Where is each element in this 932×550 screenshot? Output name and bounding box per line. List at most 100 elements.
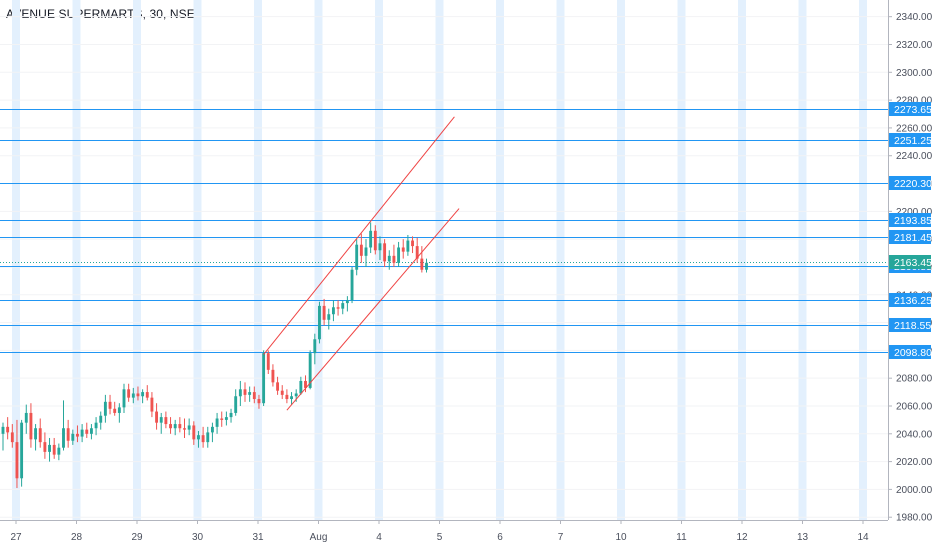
- candle-body[interactable]: [345, 300, 349, 304]
- candle-body[interactable]: [234, 396, 238, 413]
- candle-body[interactable]: [336, 307, 340, 309]
- candle-body[interactable]: [15, 442, 19, 479]
- candle-body[interactable]: [285, 394, 289, 400]
- candle-body[interactable]: [313, 339, 317, 354]
- candle-body[interactable]: [401, 247, 405, 252]
- candle-body[interactable]: [322, 305, 326, 320]
- candle-body[interactable]: [224, 417, 228, 420]
- candle-body[interactable]: [271, 369, 275, 383]
- candle-body[interactable]: [220, 418, 224, 420]
- candle-body[interactable]: [108, 401, 112, 409]
- level-badge[interactable]: [889, 345, 931, 359]
- candle-body[interactable]: [276, 382, 280, 391]
- trend-channel-lower-line[interactable]: [286, 208, 460, 411]
- candle-body[interactable]: [6, 426, 10, 433]
- level-badge[interactable]: [889, 176, 931, 190]
- candle-body[interactable]: [304, 380, 307, 388]
- candle-body[interactable]: [57, 447, 61, 455]
- candle-body[interactable]: [369, 230, 373, 248]
- candle-body[interactable]: [387, 255, 391, 262]
- candle-body[interactable]: [136, 393, 140, 397]
- candle-body[interactable]: [29, 412, 33, 440]
- candle-body[interactable]: [10, 432, 14, 443]
- candle-body[interactable]: [411, 240, 414, 247]
- candle-body[interactable]: [266, 353, 270, 370]
- candle-body[interactable]: [364, 247, 368, 256]
- candle-body[interactable]: [43, 442, 47, 452]
- candle-body[interactable]: [350, 269, 354, 301]
- candle-body[interactable]: [197, 435, 200, 440]
- candle-body[interactable]: [262, 353, 266, 404]
- level-badge[interactable]: [889, 293, 931, 307]
- candle-body[interactable]: [34, 428, 38, 440]
- candle-body[interactable]: [127, 389, 131, 398]
- candle-body[interactable]: [122, 389, 126, 408]
- candle-body[interactable]: [62, 428, 65, 448]
- candle-body[interactable]: [187, 425, 191, 430]
- candle-body[interactable]: [169, 424, 172, 429]
- candle-body[interactable]: [415, 246, 419, 259]
- candle-body[interactable]: [425, 262, 428, 270]
- candle-body[interactable]: [117, 407, 121, 413]
- candle-body[interactable]: [290, 396, 293, 400]
- candle-body[interactable]: [48, 444, 51, 452]
- candle-body[interactable]: [373, 230, 377, 251]
- candle-body[interactable]: [238, 389, 242, 397]
- candle-body[interactable]: [392, 255, 396, 263]
- candle-body[interactable]: [229, 412, 233, 418]
- candle-body[interactable]: [173, 424, 177, 429]
- candle-body[interactable]: [178, 424, 182, 429]
- level-badge[interactable]: [889, 318, 931, 332]
- candle-body[interactable]: [341, 303, 345, 309]
- candle-body[interactable]: [318, 305, 321, 340]
- candle-body[interactable]: [20, 422, 24, 479]
- candle-body[interactable]: [80, 429, 84, 437]
- candle-body[interactable]: [397, 247, 401, 263]
- candle-body[interactable]: [215, 418, 219, 427]
- candle-body[interactable]: [383, 243, 387, 262]
- candle-body[interactable]: [183, 428, 186, 430]
- candle-body[interactable]: [406, 240, 410, 252]
- candle-body[interactable]: [280, 390, 284, 395]
- candle-body[interactable]: [71, 433, 75, 441]
- candle-body[interactable]: [155, 411, 159, 423]
- candle-body[interactable]: [150, 397, 154, 412]
- candle-body[interactable]: [359, 244, 363, 256]
- candle-body[interactable]: [248, 392, 252, 395]
- candle-body[interactable]: [210, 426, 214, 433]
- candle-body[interactable]: [192, 425, 196, 440]
- candle-body[interactable]: [378, 243, 382, 251]
- candle-body[interactable]: [243, 389, 247, 395]
- candle-body[interactable]: [420, 258, 424, 270]
- candle-body[interactable]: [1, 426, 5, 434]
- candle-body[interactable]: [257, 399, 261, 404]
- trend-channel-upper-line[interactable]: [263, 116, 455, 355]
- candle-body[interactable]: [66, 428, 70, 441]
- candle-body[interactable]: [206, 432, 210, 443]
- candle-body[interactable]: [113, 408, 117, 413]
- candle-body[interactable]: [94, 422, 98, 429]
- candle-body[interactable]: [252, 392, 256, 400]
- candle-body[interactable]: [299, 380, 303, 394]
- candle-body[interactable]: [52, 444, 56, 455]
- candle-body[interactable]: [141, 392, 145, 397]
- candle-body[interactable]: [294, 393, 298, 397]
- candle-body[interactable]: [89, 428, 93, 434]
- candle-body[interactable]: [331, 307, 335, 315]
- candle-body[interactable]: [76, 433, 79, 437]
- candle-body[interactable]: [164, 417, 168, 425]
- level-badge[interactable]: [889, 230, 931, 244]
- candle-body[interactable]: [85, 429, 89, 434]
- level-badge[interactable]: [889, 133, 931, 147]
- candle-body[interactable]: [355, 244, 359, 270]
- candle-body[interactable]: [159, 417, 163, 423]
- candle-body[interactable]: [38, 428, 42, 443]
- last-price-badge[interactable]: [889, 255, 931, 269]
- candle-body[interactable]: [103, 401, 107, 416]
- candle-body[interactable]: [201, 435, 205, 443]
- candle-body[interactable]: [131, 393, 135, 398]
- candle-body[interactable]: [308, 353, 312, 388]
- level-badge[interactable]: [889, 102, 931, 116]
